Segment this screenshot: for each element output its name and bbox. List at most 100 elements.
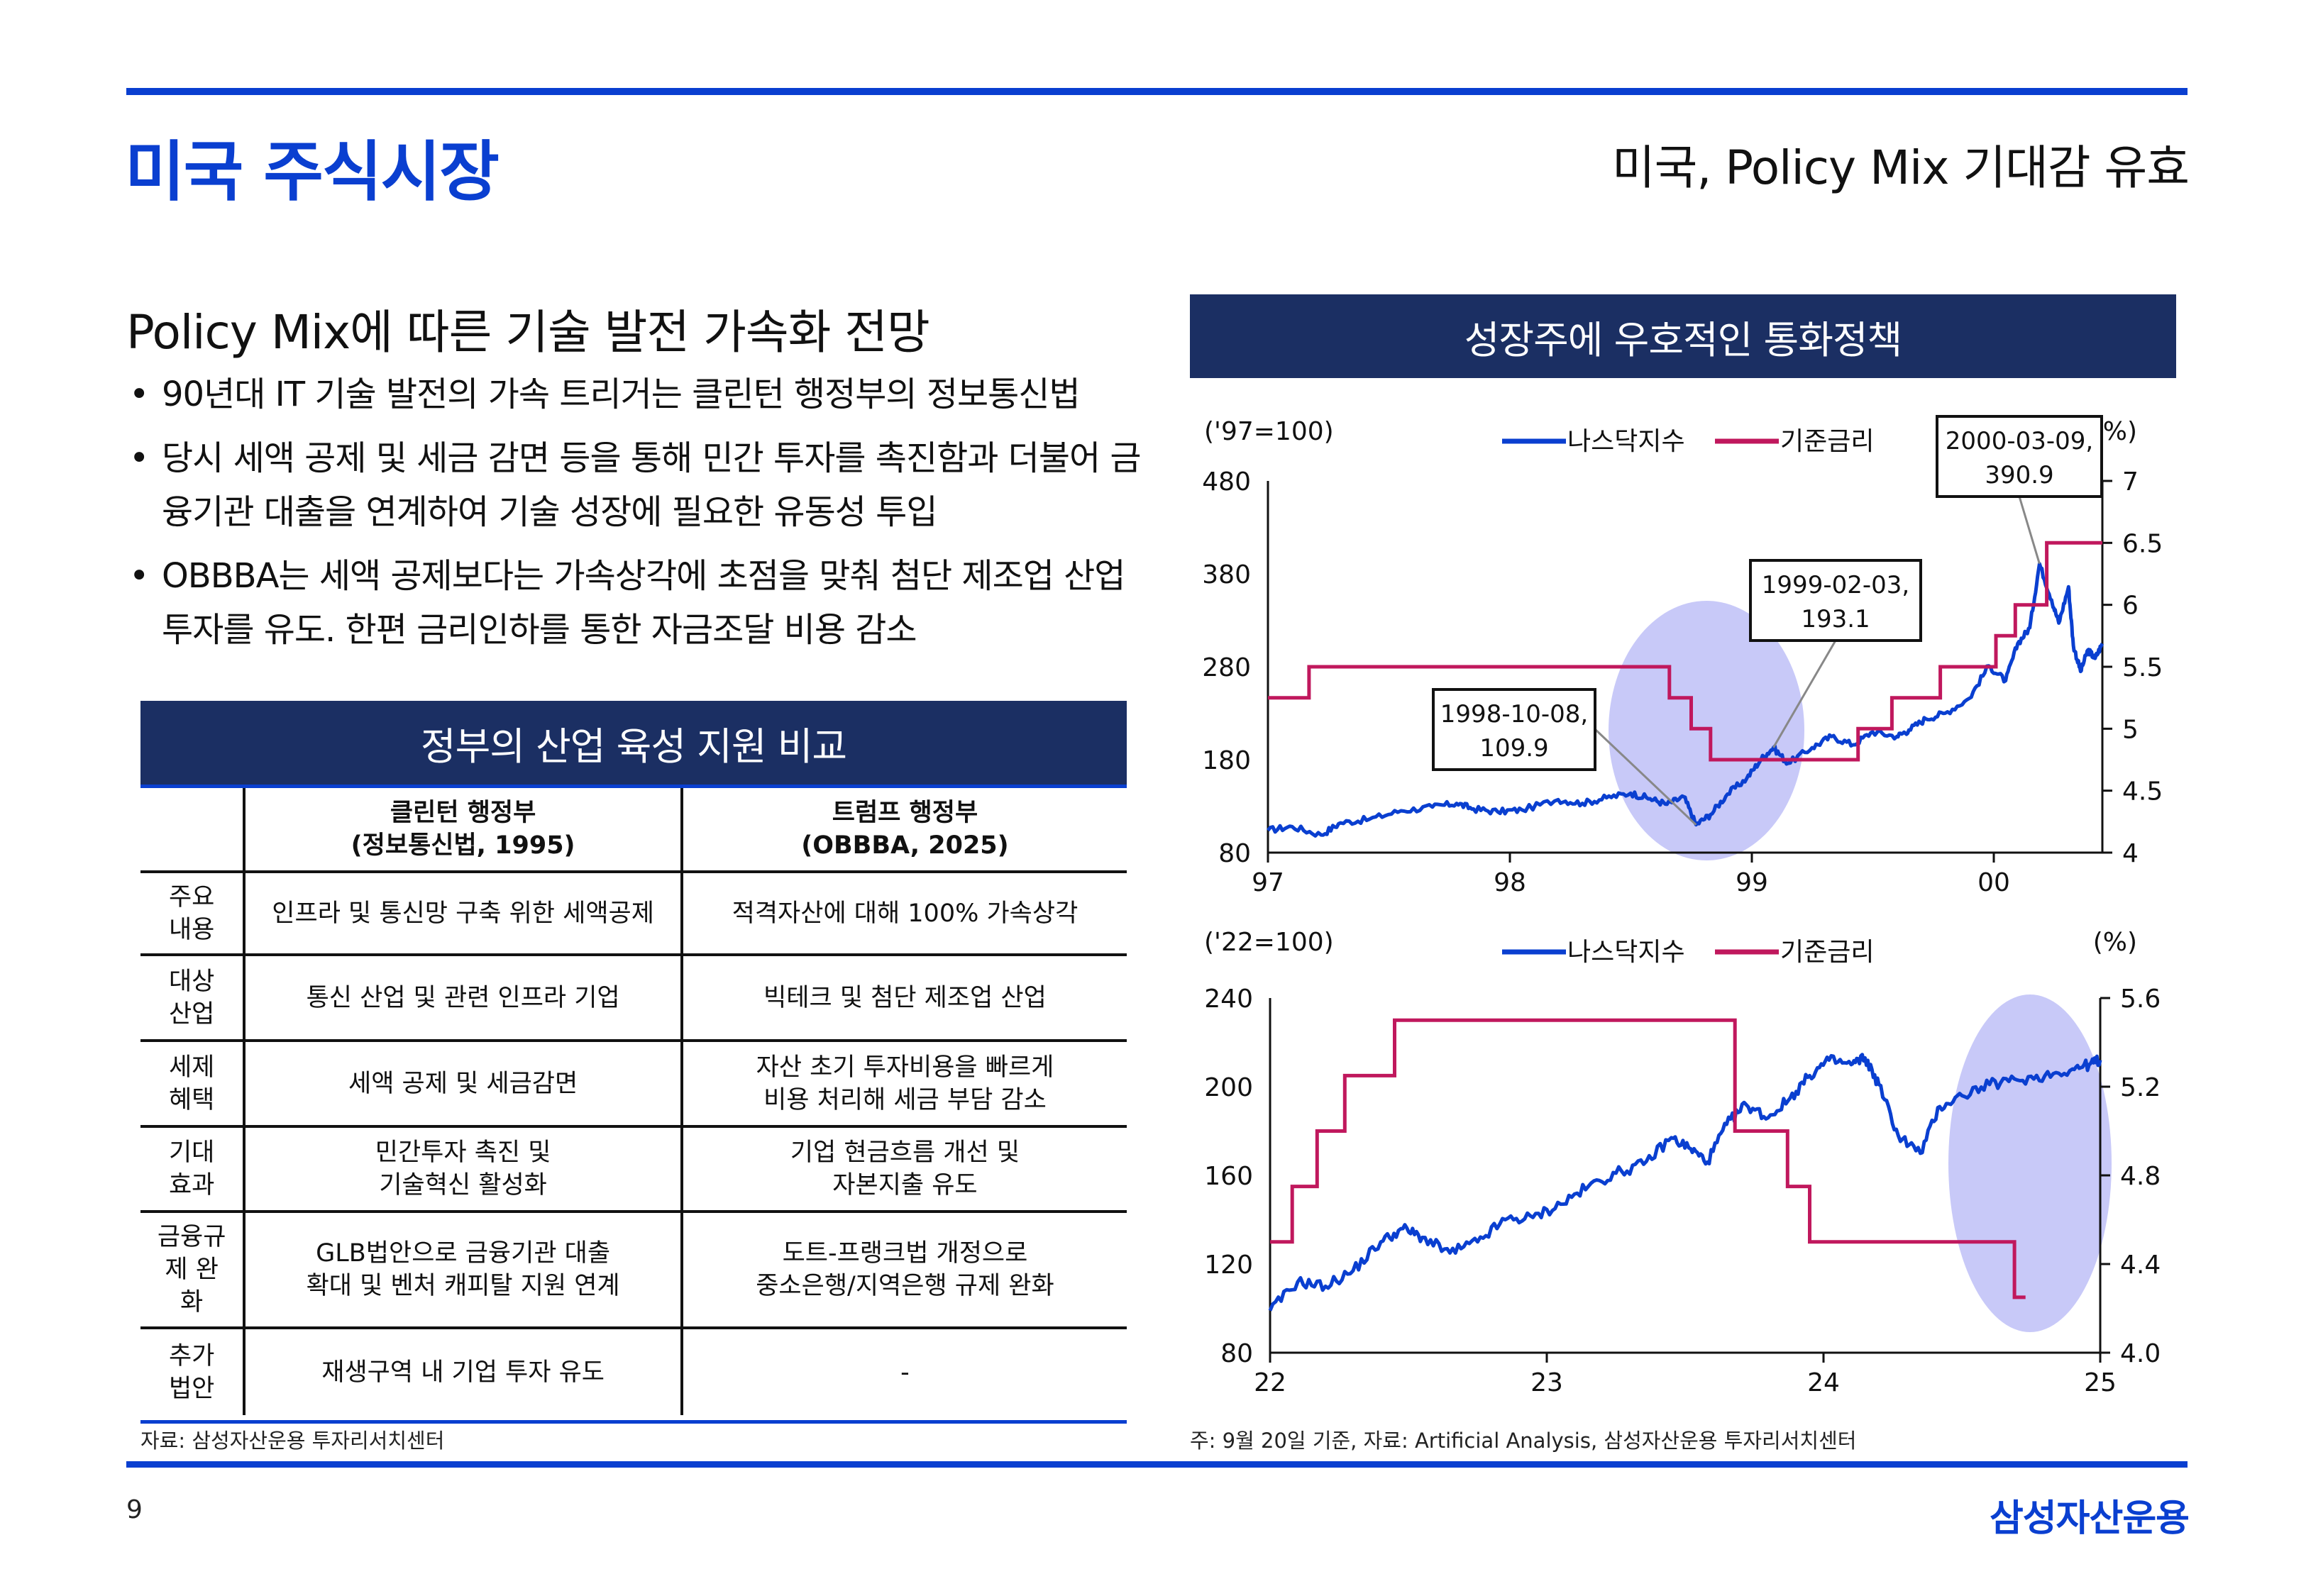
left-tick-label: 80: [1220, 1339, 1253, 1368]
bullet-item: OBBBA는 세액 공제보다는 가속상각에 초점을 맞춰 첨단 제조업 산업 투…: [126, 549, 1148, 657]
left-unit-label: ('22=100): [1204, 928, 1334, 957]
table-row: 추가 법안 재생구역 내 기업 투자 유도 -: [140, 1328, 1127, 1415]
left-tick-label: 240: [1204, 985, 1253, 1014]
left-tick-label: 80: [1218, 839, 1251, 868]
annotation-box: [1749, 559, 1922, 642]
page-number: 9: [126, 1495, 143, 1524]
highlight-ellipse: [1948, 994, 2112, 1332]
right-tick-label: 6.5: [2122, 529, 2163, 558]
table-banner: 정부의 산업 육성 지원 비교: [140, 701, 1127, 785]
left-unit-label: ('97=100): [1204, 417, 1334, 446]
legend-nasdaq-label: 나스닥지수: [1567, 427, 1685, 456]
annotation-leader: [1772, 640, 1837, 748]
table-row: 기대 효과 민간투자 촉진 및 기술혁신 활성화 기업 현금흐름 개선 및 자본지출 …: [140, 1126, 1127, 1213]
bullet-item: 90년대 IT 기술 발전의 가속 트리거는 클린턴 행정부의 정보통신법: [126, 367, 1148, 421]
comparison-table: 클린턴 행정부 (정보통신법, 1995) 트럼프 행정부 (OBBBA, 20…: [140, 788, 1127, 1415]
x-tick-label: 24: [1807, 1368, 1840, 1397]
row-clinton-cell: 통신 산업 및 관련 인프라 기업: [243, 955, 683, 1042]
row-label: 추가 법안: [168, 1341, 215, 1403]
row-clinton-cell: 세액 공제 및 세금감면: [243, 1041, 683, 1128]
row-clinton-cell: 재생구역 내 기업 투자 유도: [243, 1328, 683, 1415]
annotation-label: 1999-02-03,: [1762, 571, 1909, 599]
x-tick-label: 25: [2084, 1368, 2117, 1397]
x-tick-label: 98: [1494, 868, 1526, 897]
nasdaq-series-line: [1268, 1053, 2102, 1312]
header-empty: [140, 788, 245, 873]
bottom-rule: [126, 1461, 2188, 1468]
row-label: 기대 효과: [140, 1126, 245, 1213]
right-tick-label: 7: [2122, 467, 2139, 497]
right-tick-label: 4.8: [2120, 1162, 2161, 1191]
left-tick-label: 480: [1202, 467, 1251, 497]
page-subtitle: 미국, Policy Mix 기대감 유효: [1611, 140, 2190, 195]
bullet-list: 90년대 IT 기술 발전의 가속 트리거는 클린턴 행정부의 정보통신법 당시…: [126, 367, 1148, 667]
right-tick-label: 4.5: [2122, 777, 2163, 807]
x-tick-label: 22: [1254, 1368, 1286, 1397]
annotation-box: [1432, 688, 1596, 771]
header-clinton-l2: (정보통신법, 1995): [351, 831, 575, 860]
table-source: 자료: 삼성자산운용 투자리서치센터: [140, 1429, 445, 1453]
top-rule: [126, 88, 2188, 95]
row-trump-cell: 자산 초기 투자비용을 빠르게 비용 처리해 세금 부담 감소: [681, 1041, 1127, 1128]
row-clinton-cell: 민간투자 촉진 및 기술혁신 활성화: [243, 1126, 683, 1213]
rate-series-line: [1270, 1018, 2026, 1299]
x-tick-label: 23: [1530, 1368, 1563, 1397]
x-tick-label: 97: [1252, 868, 1284, 897]
table-row: 주요 내용 인프라 및 통신망 구축 위한 세액공제 적격자산에 대해 100% …: [140, 872, 1127, 956]
left-tick-label: 180: [1202, 746, 1251, 775]
page-title: 미국 주식시장: [125, 134, 500, 210]
row-trump-cell: 기업 현금흐름 개선 및 자본지출 유도: [681, 1126, 1127, 1213]
left-tick-label: 200: [1204, 1073, 1253, 1102]
header-trump-l2: (OBBBA, 2025): [801, 831, 1009, 860]
left-tick-label: 160: [1204, 1162, 1253, 1191]
chart-banner: 성장주에 우호적인 통화정책: [1190, 294, 2176, 378]
annotation-value: 109.9: [1479, 734, 1548, 763]
x-tick-label: 99: [1736, 868, 1768, 897]
right-tick-label: 5: [2122, 715, 2139, 744]
chart-nasdaq-2022-2025: 240 200 160 120 80 5.6 5.2 4.8 4.4 4.0 22 23 24 25 ('2…: [1204, 928, 2161, 1397]
annotation-label: 1998-10-08,: [1440, 700, 1588, 728]
row-trump-cell: 적격자산에 대해 100% 가속상각: [681, 872, 1127, 956]
table-header-row: 클린턴 행정부 (정보통신법, 1995) 트럼프 행정부 (OBBBA, 20…: [140, 788, 1127, 873]
header-clinton: 클린턴 행정부 (정보통신법, 1995): [243, 788, 683, 873]
header-clinton-l1: 클린턴 행정부: [390, 799, 536, 827]
chart-nasdaq-1997-2000: 480 380 280 180 80 7 6.5 6 5.5 5 4.5 4 97 98 99 00 ('97=…: [1202, 415, 2163, 897]
legend-nasdaq-label: 나스닥지수: [1567, 938, 1685, 967]
row-trump-cell: 빅테크 및 첨단 제조업 산업: [681, 955, 1127, 1042]
left-tick-label: 120: [1204, 1251, 1253, 1280]
legend-rate-label: 기준금리: [1780, 427, 1874, 456]
annotation-label: 2000-03-09,: [1946, 427, 2093, 455]
chart-source: 주: 9월 20일 기준, 자료: Artificial Analysis, 삼…: [1190, 1429, 1857, 1453]
nasdaq-series-line: [1267, 562, 2104, 838]
left-tick-label: 380: [1202, 560, 1251, 589]
row-label: 대상 산업: [140, 955, 245, 1042]
annotation-box: [1936, 415, 2103, 498]
annotation-value: 193.1: [1801, 605, 1870, 633]
row-clinton-cell: GLB법안으로 금융기관 대출 확대 및 벤처 캐피탈 지원 연계: [243, 1212, 683, 1329]
right-tick-label: 5.2: [2120, 1073, 2161, 1102]
row-clinton-cell: 인프라 및 통신망 구축 위한 세액공제: [243, 872, 683, 956]
table-row: 세제 혜택 세액 공제 및 세금감면 자산 초기 투자비용을 빠르게 비용 처리해 …: [140, 1041, 1127, 1128]
section-heading: Policy Mix에 따른 기술 발전 가속화 전망: [126, 305, 930, 360]
right-tick-label: 5.6: [2120, 985, 2161, 1014]
right-tick-label: 4.4: [2120, 1251, 2161, 1280]
brand-logo: 삼성자산운용: [1989, 1497, 2190, 1540]
annotation-leader: [1594, 728, 1697, 826]
right-tick-label: 4: [2122, 839, 2139, 868]
header-trump-l1: 트럼프 행정부: [832, 799, 978, 827]
rate-series-line: [1268, 541, 2102, 762]
table-top-rule: [140, 785, 1127, 788]
row-label: 세제 혜택: [140, 1041, 245, 1128]
x-tick-label: 00: [1977, 868, 2010, 897]
right-tick-label: 6: [2122, 592, 2139, 621]
table-row: 대상 산업 통신 산업 및 관련 인프라 기업 빅테크 및 첨단 제조업 산업: [140, 955, 1127, 1042]
header-trump: 트럼프 행정부 (OBBBA, 2025): [681, 788, 1127, 873]
table-bottom-rule: [140, 1420, 1127, 1424]
row-label: 주요 내용: [140, 872, 245, 956]
row-trump-cell: 도트-프랭크법 개정으로 중소은행/지역은행 규제 완화: [681, 1212, 1127, 1329]
left-tick-label: 280: [1202, 653, 1251, 682]
right-tick-label: 5.5: [2122, 653, 2163, 682]
annotation-value: 390.9: [1985, 461, 2053, 489]
